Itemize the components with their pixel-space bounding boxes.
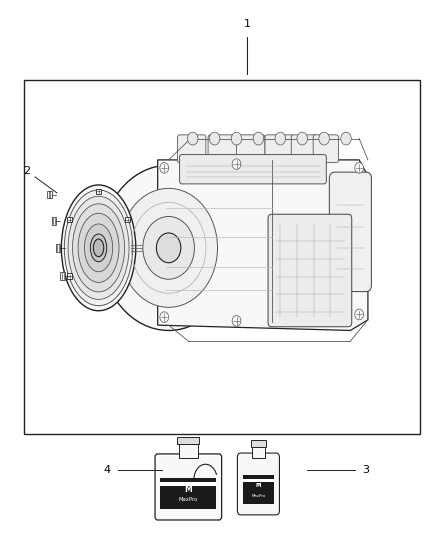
Bar — [67, 217, 72, 222]
FancyBboxPatch shape — [329, 172, 371, 292]
Bar — [24, 80, 420, 434]
Ellipse shape — [61, 185, 136, 311]
Text: M̅: M̅ — [256, 483, 261, 488]
Text: MaxPro: MaxPro — [179, 497, 198, 502]
Circle shape — [297, 132, 307, 145]
Circle shape — [341, 132, 351, 145]
Circle shape — [253, 132, 264, 145]
Circle shape — [275, 132, 286, 145]
Circle shape — [156, 233, 181, 263]
Ellipse shape — [93, 239, 104, 257]
Circle shape — [232, 159, 241, 169]
Text: 2: 2 — [24, 166, 31, 175]
FancyBboxPatch shape — [180, 155, 326, 184]
Bar — [67, 273, 72, 279]
Ellipse shape — [85, 224, 113, 272]
Bar — [56, 244, 60, 252]
FancyBboxPatch shape — [237, 453, 279, 515]
Bar — [177, 437, 199, 445]
Circle shape — [209, 132, 220, 145]
Bar — [243, 475, 274, 504]
Circle shape — [143, 216, 194, 279]
Bar — [251, 440, 266, 447]
Bar — [96, 189, 101, 194]
FancyBboxPatch shape — [268, 214, 352, 327]
FancyBboxPatch shape — [291, 135, 318, 163]
Ellipse shape — [90, 234, 107, 262]
Bar — [243, 479, 274, 482]
FancyBboxPatch shape — [177, 135, 206, 163]
Text: 1: 1 — [244, 19, 251, 29]
Text: MaxPro: MaxPro — [251, 494, 265, 498]
Bar — [47, 191, 52, 198]
Circle shape — [187, 132, 198, 145]
Circle shape — [160, 163, 169, 173]
Ellipse shape — [78, 213, 119, 282]
Text: 3: 3 — [362, 465, 369, 475]
FancyBboxPatch shape — [265, 135, 293, 163]
FancyBboxPatch shape — [313, 135, 339, 163]
Circle shape — [355, 163, 364, 173]
Bar — [179, 445, 198, 458]
Circle shape — [319, 132, 329, 145]
Bar — [252, 447, 265, 458]
Circle shape — [101, 165, 237, 330]
Text: M̅: M̅ — [184, 485, 192, 494]
Bar — [125, 217, 130, 222]
Circle shape — [355, 309, 364, 320]
FancyBboxPatch shape — [237, 135, 265, 163]
Ellipse shape — [68, 196, 129, 300]
Circle shape — [120, 188, 218, 308]
Circle shape — [231, 132, 242, 145]
Bar — [160, 478, 216, 509]
Ellipse shape — [64, 190, 133, 306]
FancyBboxPatch shape — [155, 454, 222, 520]
Circle shape — [160, 312, 169, 322]
Bar — [160, 482, 216, 486]
Bar — [52, 217, 56, 225]
Circle shape — [232, 316, 241, 326]
FancyBboxPatch shape — [208, 135, 239, 163]
Ellipse shape — [73, 204, 124, 292]
Bar — [60, 272, 65, 280]
Polygon shape — [158, 160, 368, 330]
Text: 4: 4 — [104, 465, 111, 475]
